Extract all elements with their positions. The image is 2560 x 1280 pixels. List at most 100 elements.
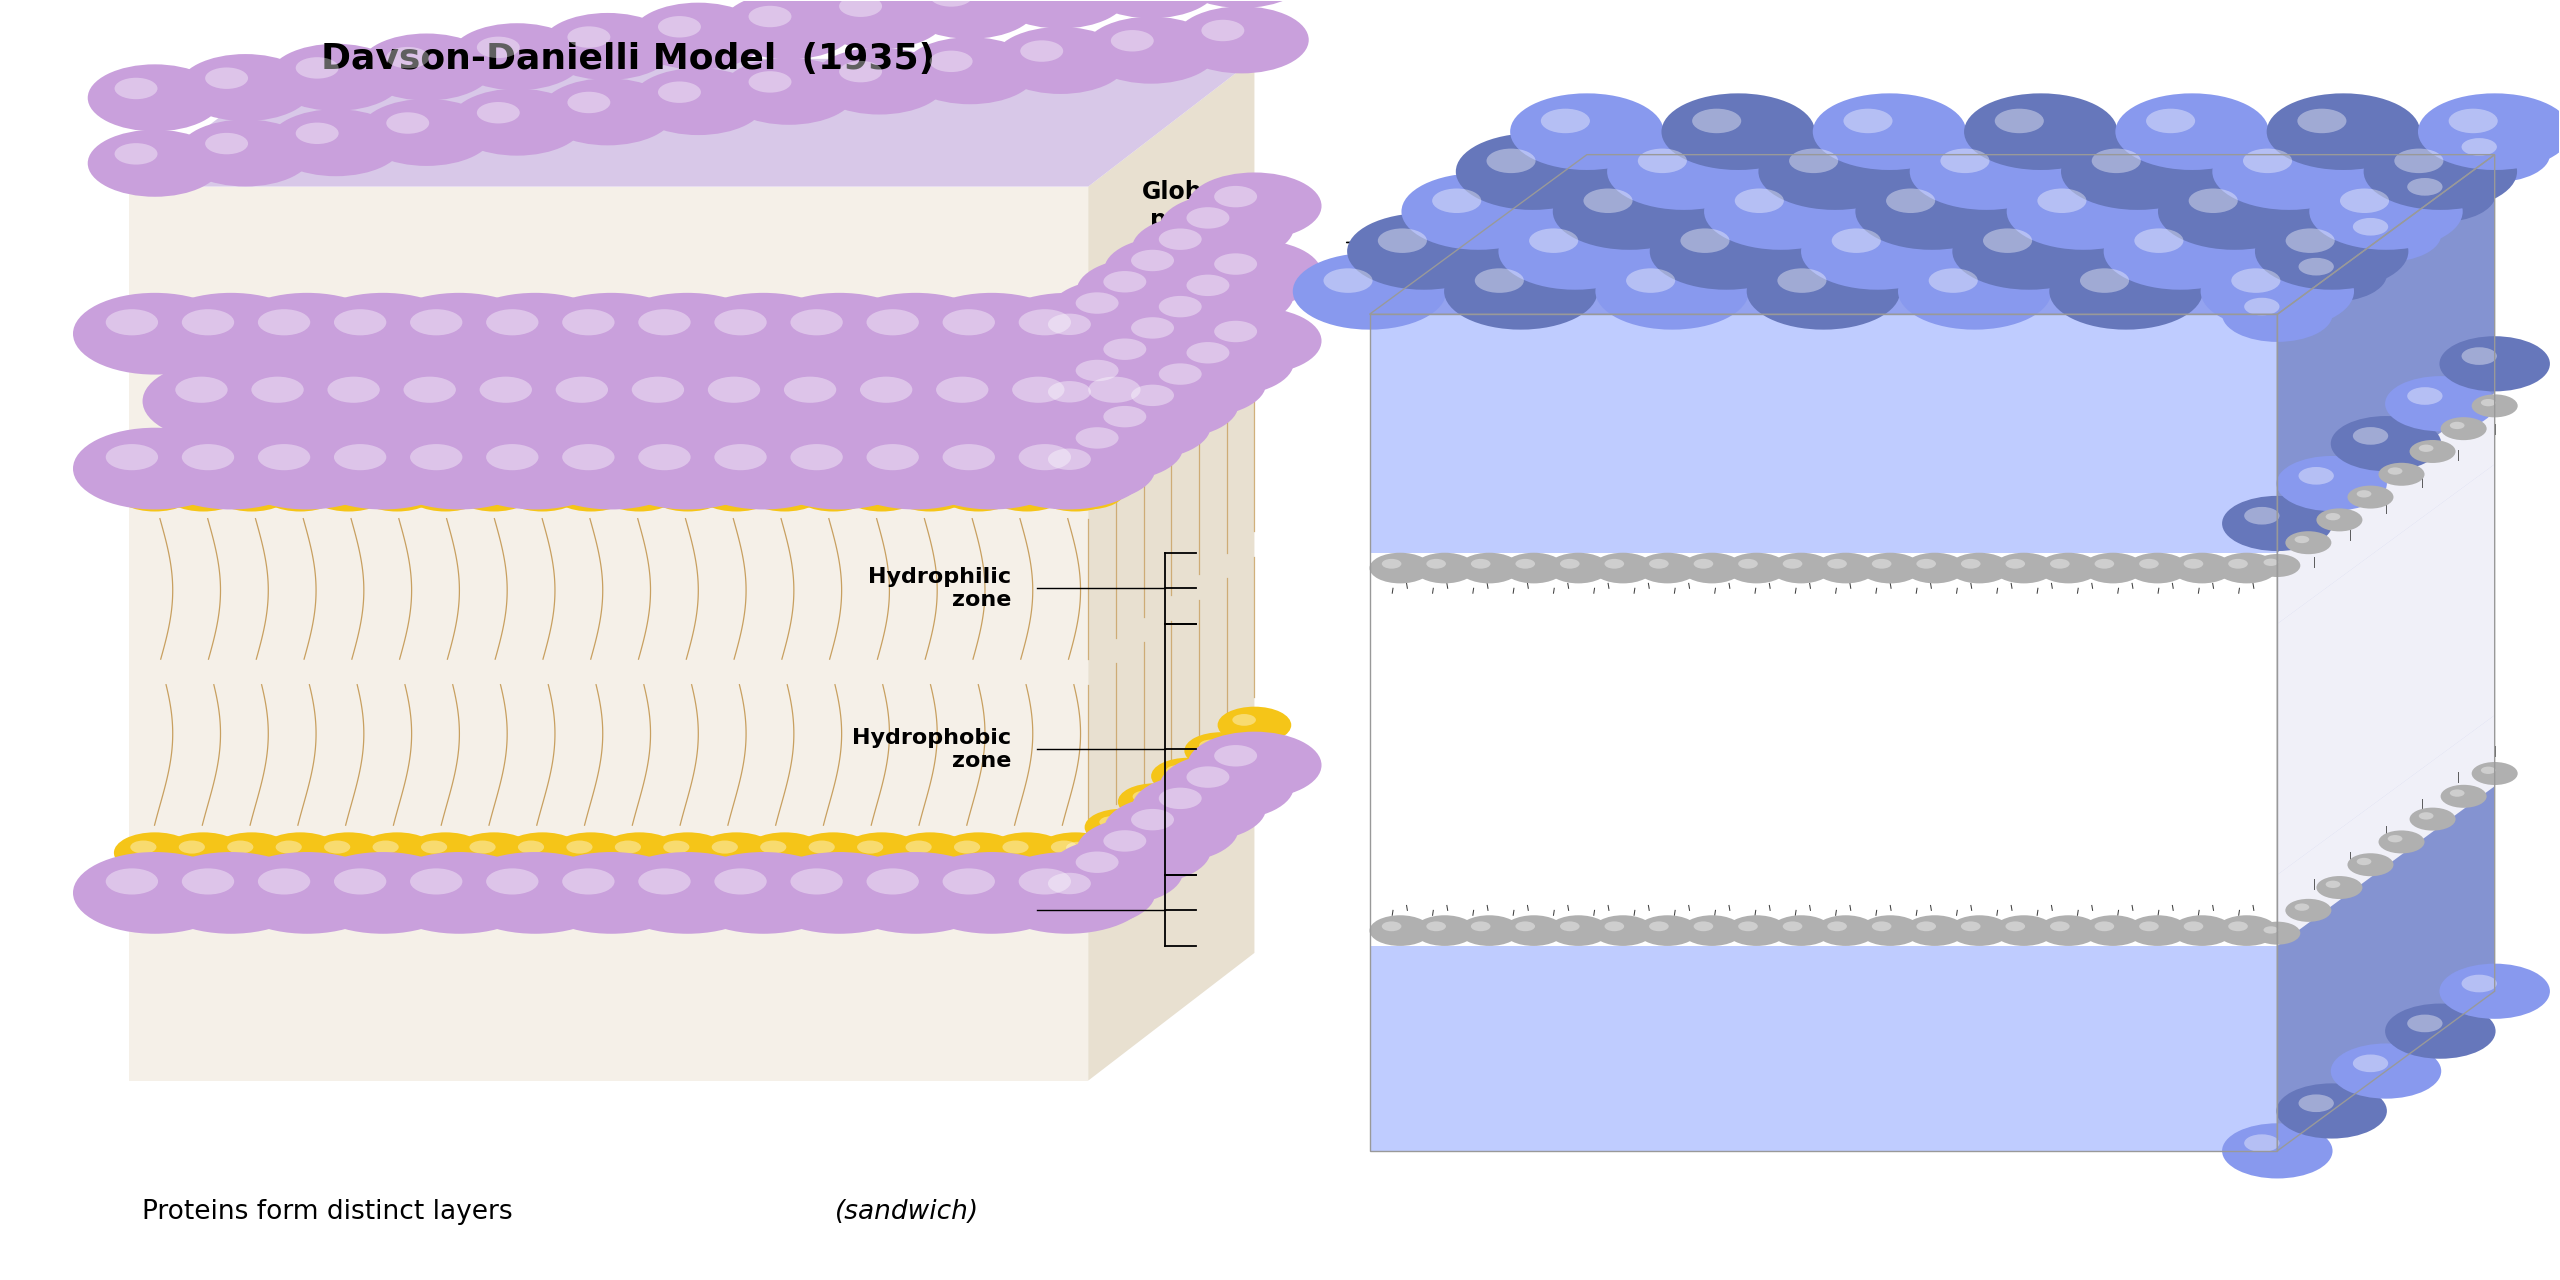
- Circle shape: [1592, 915, 1654, 946]
- Circle shape: [1738, 559, 1759, 568]
- Circle shape: [1475, 269, 1523, 293]
- Circle shape: [1103, 237, 1239, 303]
- Circle shape: [2266, 93, 2419, 170]
- Circle shape: [840, 832, 922, 873]
- Circle shape: [1649, 559, 1669, 568]
- Circle shape: [2330, 416, 2442, 471]
- Circle shape: [2409, 440, 2455, 463]
- Circle shape: [2470, 762, 2516, 785]
- Circle shape: [1083, 0, 1219, 18]
- Circle shape: [1782, 559, 1802, 568]
- Polygon shape: [1370, 623, 2278, 874]
- Circle shape: [2330, 207, 2442, 262]
- Circle shape: [1165, 403, 1190, 415]
- Circle shape: [1953, 212, 2107, 289]
- Circle shape: [1021, 435, 1155, 502]
- Circle shape: [1050, 838, 1183, 905]
- Circle shape: [2212, 133, 2365, 210]
- Circle shape: [986, 852, 1149, 934]
- Circle shape: [566, 841, 591, 854]
- Circle shape: [1213, 253, 1257, 275]
- Circle shape: [648, 832, 730, 873]
- Circle shape: [840, 471, 922, 512]
- Circle shape: [1605, 559, 1623, 568]
- Circle shape: [812, 47, 947, 114]
- Polygon shape: [1370, 874, 2278, 946]
- Circle shape: [1160, 787, 1201, 809]
- Circle shape: [681, 428, 845, 509]
- Circle shape: [760, 479, 786, 492]
- Text: Proteins form distinct layers: Proteins form distinct layers: [141, 1199, 530, 1225]
- Circle shape: [1175, 6, 1308, 73]
- Circle shape: [696, 832, 778, 873]
- Circle shape: [1132, 317, 1175, 339]
- Circle shape: [1661, 93, 1815, 170]
- Circle shape: [809, 479, 835, 492]
- Circle shape: [1472, 559, 1490, 568]
- Circle shape: [1050, 479, 1078, 492]
- Circle shape: [865, 444, 919, 470]
- Circle shape: [568, 27, 609, 47]
- Circle shape: [563, 444, 614, 470]
- Circle shape: [1815, 915, 1876, 946]
- Polygon shape: [2278, 155, 2493, 1151]
- Circle shape: [986, 832, 1068, 873]
- Circle shape: [663, 479, 689, 492]
- Circle shape: [745, 832, 827, 873]
- Circle shape: [942, 444, 996, 470]
- Circle shape: [2081, 915, 2143, 946]
- Circle shape: [835, 293, 998, 375]
- Circle shape: [530, 293, 694, 375]
- Polygon shape: [1370, 315, 2278, 553]
- Circle shape: [2217, 553, 2278, 584]
- Circle shape: [676, 360, 840, 442]
- Circle shape: [1370, 915, 1431, 946]
- Circle shape: [2440, 417, 2486, 440]
- Circle shape: [906, 841, 932, 854]
- Circle shape: [1075, 292, 1119, 314]
- Circle shape: [2222, 287, 2332, 342]
- Text: Hydrophilic
zone: Hydrophilic zone: [868, 888, 1011, 932]
- Circle shape: [74, 852, 236, 934]
- Circle shape: [1487, 148, 1536, 173]
- Circle shape: [1052, 472, 1124, 509]
- Circle shape: [929, 51, 973, 72]
- Circle shape: [1052, 835, 1124, 872]
- Circle shape: [722, 0, 855, 59]
- Circle shape: [1185, 370, 1257, 407]
- Circle shape: [404, 376, 456, 403]
- Circle shape: [1132, 384, 1175, 406]
- Circle shape: [1201, 19, 1244, 41]
- Circle shape: [1459, 553, 1521, 584]
- Circle shape: [1160, 329, 1293, 396]
- Circle shape: [410, 444, 463, 470]
- Circle shape: [955, 479, 980, 492]
- Circle shape: [1679, 228, 1731, 253]
- Circle shape: [942, 868, 996, 895]
- Text: Hydrophobic
zone: Hydrophobic zone: [852, 728, 1011, 771]
- Circle shape: [1695, 559, 1713, 568]
- Circle shape: [2406, 387, 2442, 404]
- Circle shape: [476, 102, 520, 123]
- Circle shape: [179, 119, 312, 187]
- Circle shape: [1592, 553, 1654, 584]
- Circle shape: [791, 832, 873, 873]
- Circle shape: [835, 852, 998, 934]
- Circle shape: [179, 54, 312, 122]
- Circle shape: [2222, 495, 2332, 552]
- Circle shape: [2276, 1083, 2386, 1139]
- Circle shape: [1948, 553, 2010, 584]
- Circle shape: [791, 471, 873, 512]
- Circle shape: [1019, 868, 1070, 895]
- Circle shape: [1004, 841, 1029, 854]
- Circle shape: [2419, 444, 2435, 452]
- Text: Davson-Danielli Model  (1935): Davson-Danielli Model (1935): [320, 42, 934, 76]
- Circle shape: [2394, 148, 2442, 173]
- Circle shape: [410, 310, 463, 335]
- Circle shape: [1516, 922, 1536, 932]
- Circle shape: [637, 444, 691, 470]
- Circle shape: [1075, 360, 1119, 381]
- Polygon shape: [2278, 465, 2493, 874]
- Circle shape: [161, 471, 243, 512]
- Polygon shape: [1088, 59, 1254, 1080]
